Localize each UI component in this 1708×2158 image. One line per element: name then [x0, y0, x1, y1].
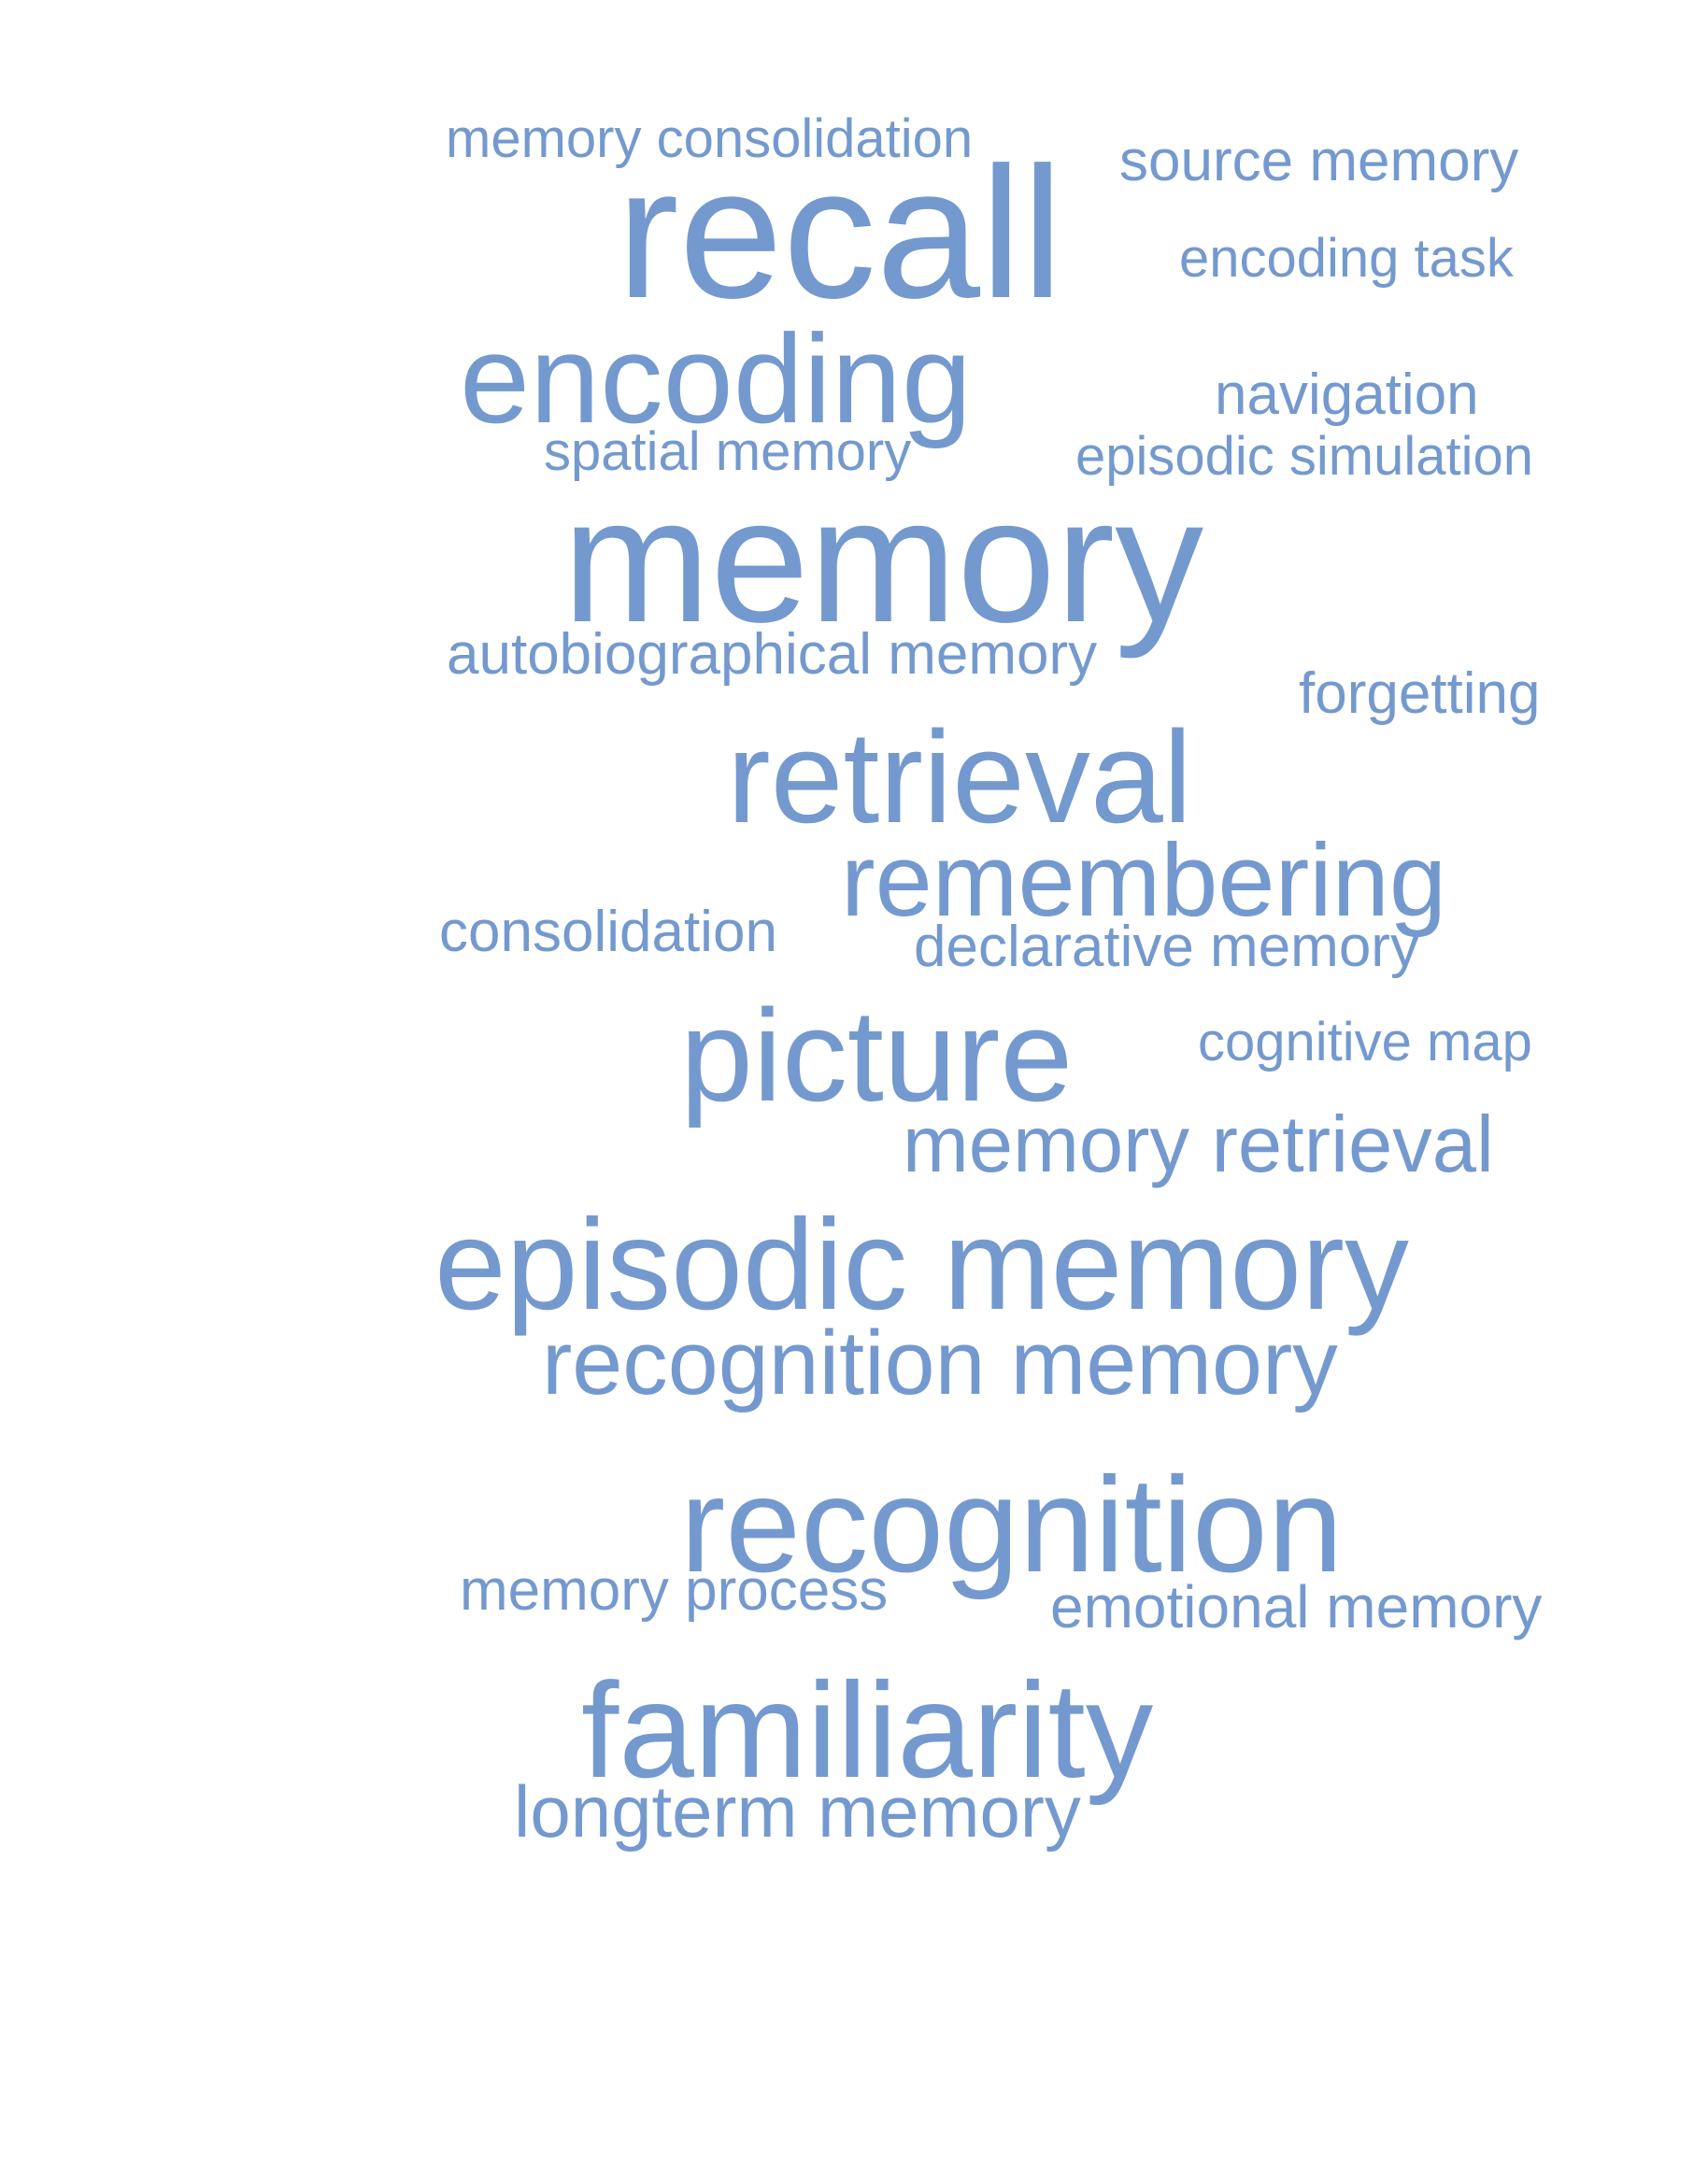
word-encoding-task: encoding task	[1179, 228, 1514, 289]
word-familiarity: familiarity	[581, 1654, 1154, 1806]
word-memory-process: memory process	[460, 1558, 889, 1623]
word-encoding: encoding	[460, 308, 972, 449]
word-recall: recall	[617, 129, 1063, 337]
word-forgetting: forgetting	[1299, 661, 1541, 726]
word-memory-consolidation: memory consolidation	[446, 108, 974, 169]
word-remembering: remembering	[841, 823, 1447, 938]
word-declarative-memory: declarative memory	[914, 915, 1419, 979]
word-recognition: recognition	[680, 1449, 1344, 1600]
word-source-memory: source memory	[1119, 129, 1519, 193]
word-recognition-memory: recognition memory	[542, 1312, 1338, 1413]
word-consolidation: consolidation	[439, 900, 777, 964]
word-memory-retrieval: memory retrieval	[903, 1100, 1494, 1189]
word-spatial-memory: spatial memory	[544, 421, 912, 482]
word-episodic-simulation: episodic simulation	[1075, 426, 1534, 487]
word-navigation: navigation	[1215, 362, 1479, 427]
word-memory: memory	[562, 461, 1204, 660]
word-episodic-memory: episodic memory	[434, 1193, 1410, 1337]
word-autobiographical-memory: autobiographical memory	[447, 622, 1098, 687]
word-emotional-memory: emotional memory	[1050, 1573, 1543, 1640]
word-picture: picture	[680, 982, 1074, 1129]
word-retrieval: retrieval	[727, 703, 1192, 850]
word-cognitive-map: cognitive map	[1198, 1012, 1532, 1072]
word-longterm-memory: longterm memory	[514, 1770, 1081, 1853]
